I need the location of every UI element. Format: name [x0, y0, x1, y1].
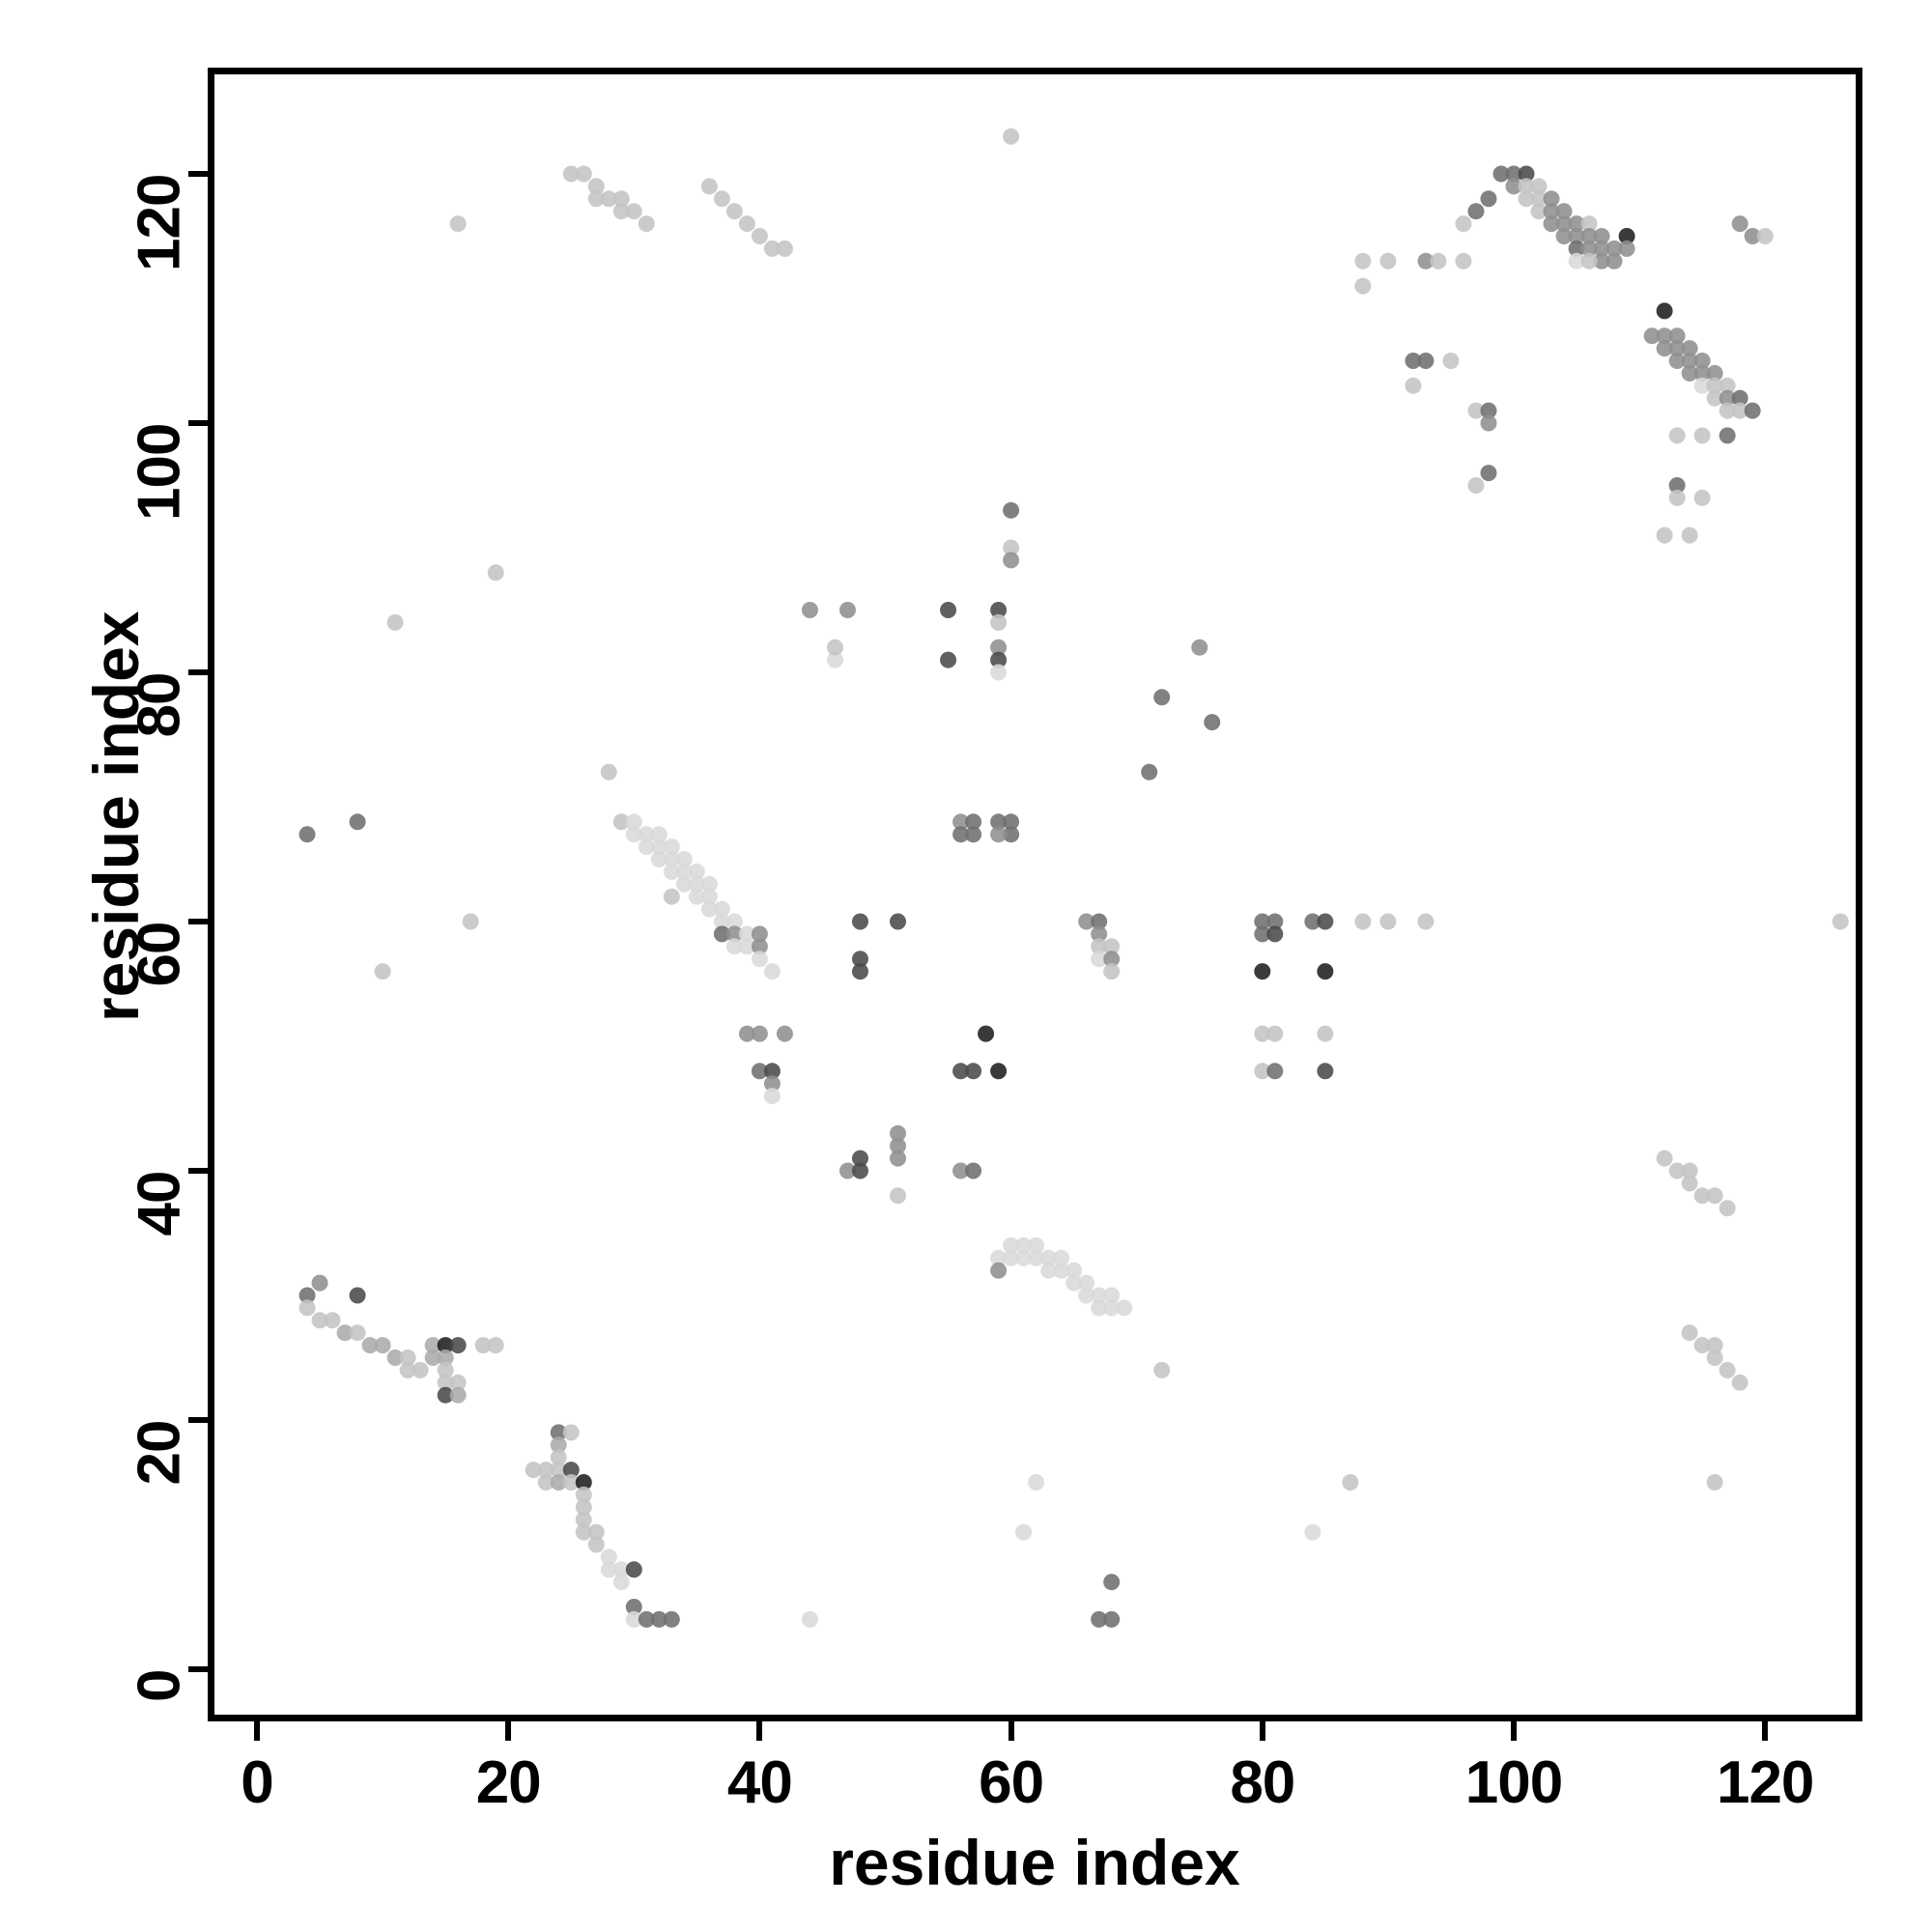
y-tick-mark	[188, 919, 208, 924]
x-tick-label: 0	[241, 1749, 273, 1816]
x-tick-label: 60	[979, 1749, 1044, 1816]
x-tick-label: 40	[726, 1749, 793, 1816]
y-tick-mark	[188, 1666, 208, 1672]
x-tick-mark	[1259, 1721, 1265, 1741]
y-axis-title: residue index	[80, 611, 152, 1023]
y-tick-mark	[188, 171, 208, 177]
x-axis-title: residue index	[829, 1827, 1240, 1898]
x-tick-label: 100	[1464, 1749, 1563, 1816]
y-tick-label: 120	[126, 174, 193, 271]
y-tick-mark	[188, 669, 208, 675]
plot-frame	[208, 68, 1862, 1721]
x-tick-mark	[1511, 1721, 1517, 1741]
x-tick-label: 80	[1230, 1749, 1295, 1816]
x-tick-mark	[505, 1721, 512, 1741]
y-tick-label: 20	[126, 1420, 193, 1486]
x-tick-mark	[1762, 1721, 1769, 1741]
y-tick-label: 0	[126, 1669, 193, 1702]
x-tick-mark	[1008, 1721, 1014, 1741]
x-tick-mark	[756, 1721, 763, 1741]
y-tick-mark	[188, 1417, 208, 1423]
y-tick-mark	[188, 1168, 208, 1174]
y-tick-label: 100	[126, 423, 193, 521]
x-tick-label: 120	[1716, 1749, 1814, 1816]
y-tick-mark	[188, 420, 208, 426]
y-tick-label: 40	[126, 1171, 193, 1236]
x-tick-mark	[254, 1721, 260, 1741]
x-tick-label: 20	[475, 1749, 542, 1816]
